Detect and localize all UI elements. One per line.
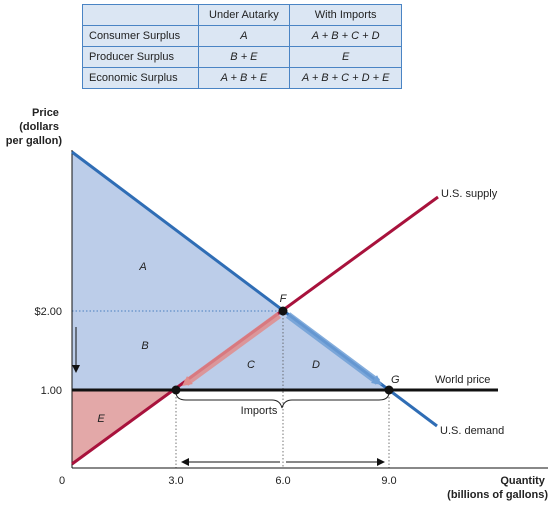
x-tick-3: 3.0 [168, 475, 183, 487]
world-demand-point [384, 385, 394, 395]
supply-label: U.S. supply [441, 188, 498, 200]
region-a-label: A [138, 261, 146, 273]
region-d-label: D [312, 359, 320, 371]
table-row: Producer Surplus B + E E [82, 46, 402, 68]
region-e-label: E [97, 413, 105, 425]
header-with-imports: With Imports [289, 4, 402, 26]
table-corner [82, 4, 199, 26]
imports-brace [175, 391, 390, 409]
cell-economic-imports: A + B + C + D + E [289, 67, 402, 89]
region-c-label: C [247, 359, 255, 371]
y-tick-2: $2.00 [34, 306, 62, 318]
table-row: Consumer Surplus A A + B + C + D [82, 25, 402, 47]
demand-movement-arrow [285, 312, 383, 385]
table-row: Economic Surplus A + B + E A + B + C + D… [82, 67, 402, 89]
row-label-producer-surplus: Producer Surplus [82, 46, 199, 68]
surplus-table: Under Autarky With Imports Consumer Surp… [82, 4, 402, 89]
x-tick-9: 9.0 [381, 475, 396, 487]
point-g-label: G [391, 374, 400, 386]
domestic-supply-point [171, 385, 181, 395]
cell-economic-autarky: A + B + E [197, 67, 291, 89]
row-label-consumer-surplus: Consumer Surplus [82, 25, 199, 47]
demand-label: U.S. demand [440, 425, 504, 437]
x-axis-label: Quantity (billions of gallons) [447, 475, 548, 501]
imports-label: Imports [241, 405, 278, 417]
y-axis-label: Price (dollars per gallon) [6, 107, 63, 147]
region-b-label: B [141, 340, 148, 352]
autarky-equilibrium-point [278, 306, 288, 316]
y-tick-1: 1.00 [41, 385, 62, 397]
table-header-row: Under Autarky With Imports [82, 4, 402, 26]
x-tick-0: 0 [59, 475, 65, 487]
world-price-label: World price [435, 374, 490, 386]
x-tick-6: 6.0 [275, 475, 290, 487]
point-f-label: F [280, 293, 288, 305]
supply-movement-arrow [181, 312, 282, 386]
row-label-economic-surplus: Economic Surplus [82, 67, 199, 89]
